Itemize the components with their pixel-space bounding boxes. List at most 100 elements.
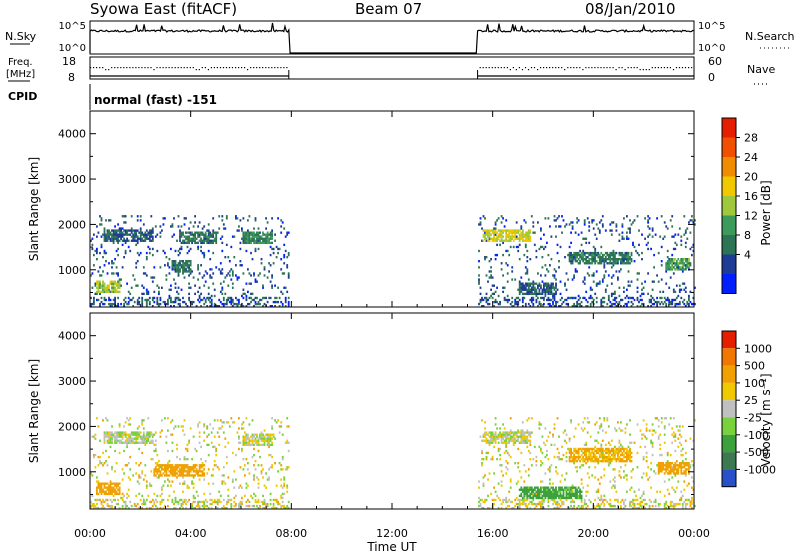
- heatmap-cell: [124, 464, 127, 467]
- heatmap-cell: [198, 235, 201, 238]
- heatmap-cell: [254, 241, 257, 245]
- heatmap-cell: [241, 229, 243, 232]
- heatmap-cell: [183, 239, 186, 242]
- heatmap-cell: [135, 284, 138, 287]
- heatmap-cell: [647, 241, 650, 245]
- heatmap-cell: [257, 498, 260, 502]
- heatmap-cell: [186, 235, 189, 238]
- heatmap-cell: [186, 486, 189, 489]
- heatmap-cell: [479, 286, 482, 289]
- heatmap-cell: [188, 249, 191, 253]
- heatmap-cell: [484, 256, 486, 259]
- heatmap-cell: [612, 221, 615, 224]
- heatmap-cell: [530, 486, 533, 489]
- heatmap-cell: [618, 449, 621, 453]
- freq-dot: [168, 67, 170, 69]
- heatmap-cell: [114, 437, 117, 440]
- heatmap-cell: [102, 256, 104, 259]
- heatmap-cell: [491, 439, 494, 442]
- heatmap-cell: [549, 468, 551, 471]
- heatmap-cell: [165, 256, 168, 259]
- heatmap-cell: [231, 300, 234, 304]
- heatmap-cell: [636, 451, 639, 455]
- heatmap-cell: [604, 451, 607, 455]
- heatmap-cell: [589, 451, 592, 455]
- heatmap-cell: [210, 441, 213, 444]
- heatmap-cell: [238, 507, 240, 510]
- heatmap-cell: [559, 292, 562, 296]
- heatmap-cell: [138, 296, 141, 300]
- heatmap-cell: [517, 462, 520, 465]
- heatmap-cell: [529, 229, 532, 232]
- heatmap-cell: [203, 474, 206, 477]
- heatmap-cell: [206, 500, 209, 504]
- heatmap-cell: [250, 296, 252, 300]
- freq-dot: [591, 67, 593, 69]
- heatmap-cell: [629, 453, 631, 457]
- heatmap-cell: [162, 464, 165, 467]
- heatmap-cell: [570, 453, 573, 457]
- heatmap-cell: [601, 498, 604, 502]
- heatmap-cell: [653, 298, 656, 302]
- heatmap-cell: [207, 237, 210, 240]
- heatmap-cell: [242, 441, 245, 444]
- heatmap-cell: [505, 466, 508, 469]
- heatmap-cell: [573, 256, 576, 259]
- heatmap-cell: [170, 288, 172, 291]
- heatmap-cell: [497, 217, 500, 220]
- heatmap-cell: [553, 274, 556, 277]
- heatmap-cell: [132, 229, 135, 232]
- heatmap-cell: [577, 451, 580, 455]
- heatmap-cell: [230, 302, 233, 306]
- heatmap-cell: [527, 490, 530, 493]
- heatmap-cell: [583, 223, 586, 226]
- heatmap-cell: [97, 282, 100, 285]
- heatmap-cell: [582, 429, 585, 432]
- heatmap-cell: [103, 298, 106, 302]
- heatmap-cell: [555, 492, 557, 496]
- heatmap-cell: [144, 464, 147, 467]
- heatmap-cell: [257, 507, 260, 510]
- heatmap-cell: [609, 253, 612, 257]
- heatmap-cell: [135, 235, 138, 238]
- freq-dot: [99, 67, 101, 69]
- heatmap-cell: [192, 233, 195, 236]
- heatmap-cell: [614, 258, 616, 261]
- heatmap-cell: [186, 262, 189, 265]
- heatmap-cell: [533, 292, 536, 296]
- heatmap-cell: [603, 460, 606, 463]
- heatmap-cell: [583, 219, 586, 222]
- heatmap-cell: [490, 492, 493, 496]
- heatmap-cell: [544, 217, 547, 220]
- heatmap-cell: [579, 260, 582, 263]
- heatmap-cell: [271, 433, 274, 436]
- heatmap-cell: [153, 502, 156, 506]
- heatmap-cell: [124, 300, 127, 304]
- heatmap-cell: [90, 302, 92, 306]
- heatmap-cell: [490, 270, 493, 273]
- heatmap-cell: [242, 241, 245, 245]
- heatmap-cell: [221, 302, 224, 306]
- heatmap-cell: [509, 500, 512, 504]
- heatmap-cell: [188, 266, 191, 269]
- heatmap-cell: [684, 290, 687, 294]
- heatmap-cell: [171, 498, 174, 502]
- heatmap-cell: [541, 245, 544, 249]
- heatmap-cell: [514, 237, 517, 240]
- heatmap-cell: [197, 502, 200, 506]
- heatmap-cell: [624, 431, 627, 434]
- heatmap-cell: [244, 464, 246, 467]
- heatmap-cell: [549, 466, 551, 469]
- heatmap-cell: [683, 302, 686, 306]
- heatmap-cell: [186, 472, 189, 475]
- heatmap-cell: [106, 433, 109, 436]
- heatmap-cell: [607, 256, 610, 259]
- heatmap-cell: [524, 233, 527, 236]
- heatmap-cell: [595, 458, 598, 461]
- heatmap-cell: [582, 507, 585, 510]
- heatmap-cell: [644, 435, 647, 438]
- heatmap-cell: [579, 249, 582, 253]
- heatmap-cell: [225, 243, 228, 247]
- heatmap-cell: [265, 433, 268, 436]
- heatmap-cell: [518, 286, 521, 289]
